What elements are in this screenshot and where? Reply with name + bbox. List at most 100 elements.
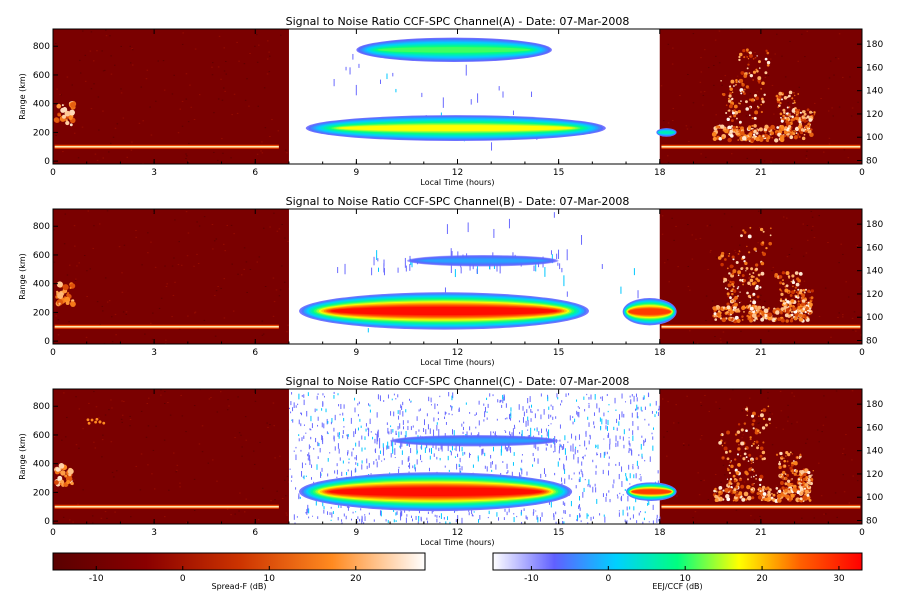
scatter-streak: [408, 465, 410, 468]
scatter-streak: [484, 465, 486, 469]
scatter-streak: [540, 393, 542, 397]
noise-speck: [63, 243, 66, 245]
spread-f-plume: [748, 485, 751, 488]
spread-f-plume: [785, 455, 787, 457]
x-tick-label: 0: [50, 168, 56, 178]
noise-speck: [740, 300, 742, 302]
spread-f-echo: [771, 136, 774, 139]
noise-speck: [135, 236, 137, 238]
scatter-streak: [644, 441, 646, 443]
spread-f-plume: [801, 302, 805, 307]
scatter-streak: [293, 402, 295, 409]
noise-speck: [185, 211, 188, 213]
scatter-streak: [552, 405, 554, 411]
scatter-streak: [506, 446, 508, 452]
noise-speck: [758, 422, 760, 424]
scatter-streak: [615, 435, 617, 442]
noise-speck: [278, 295, 281, 297]
spread-f-plume: [768, 417, 772, 421]
spread-f-plume: [787, 114, 790, 117]
spread-f-plume: [775, 94, 779, 98]
noise-speck: [185, 158, 187, 160]
spread-f-plume: [792, 285, 794, 288]
noise-speck: [248, 105, 250, 107]
spread-f-plume: [780, 116, 782, 119]
scatter-streak: [337, 432, 339, 437]
scatter-streak: [608, 404, 610, 406]
scatter-streak: [340, 504, 342, 509]
noise-speck: [82, 489, 84, 491]
spread-f-plume: [735, 83, 737, 86]
spread-f-plume: [752, 303, 755, 306]
noise-speck: [756, 91, 759, 93]
scatter-streak: [488, 510, 490, 515]
scatter-streak: [411, 260, 413, 268]
spread-f-plume: [801, 296, 805, 300]
spread-f-plume: [760, 88, 762, 90]
noise-speck: [90, 108, 93, 110]
spread-f-plume: [743, 279, 747, 282]
spread-f-plume: [735, 80, 738, 84]
spread-f-plume: [744, 100, 748, 104]
echo-blob: [299, 472, 573, 512]
scatter-streak: [496, 512, 498, 517]
noise-speck: [739, 82, 741, 84]
noise-speck: [194, 311, 197, 313]
scatter-streak: [501, 443, 503, 453]
scatter-streak: [305, 511, 307, 514]
scatter-streak: [625, 401, 627, 403]
scatter-streak: [469, 411, 471, 414]
scatter-streak: [444, 287, 446, 294]
spread-f-echo: [714, 494, 718, 499]
spread-f-plume: [720, 79, 722, 82]
noise-speck: [211, 74, 214, 76]
scatter-streak: [514, 426, 516, 429]
scatter-streak: [336, 476, 338, 479]
spread-f-plume: [752, 100, 754, 103]
spread-f-plume: [805, 306, 810, 311]
scatter-streak: [516, 515, 518, 518]
noise-speck: [93, 391, 95, 393]
spread-f-plume: [791, 280, 796, 285]
noise-speck: [245, 261, 248, 263]
scatter-streak: [386, 422, 388, 425]
scatter-streak: [405, 409, 407, 413]
scatter-streak: [600, 453, 602, 458]
scatter-streak: [578, 411, 580, 418]
noise-speck: [105, 35, 108, 37]
noise-speck: [723, 213, 726, 215]
x-tick-label: 21: [755, 528, 766, 538]
spread-f-plume: [744, 261, 748, 266]
noise-speck: [269, 136, 271, 138]
spread-f-plume: [777, 95, 782, 100]
spread-f-plume: [732, 474, 736, 478]
spread-f-plume: [726, 305, 731, 310]
echo-blob: [305, 115, 606, 142]
spread-f-plume: [791, 108, 796, 113]
scatter-streak: [637, 426, 639, 431]
noise-speck: [741, 437, 743, 439]
spread-f-plume: [724, 287, 727, 290]
spread-f-plume: [751, 129, 755, 132]
scatter-streak: [361, 435, 363, 440]
spread-f-plume: [738, 58, 741, 62]
scatter-streak: [333, 394, 335, 399]
scatter-streak: [491, 469, 493, 472]
scatter-streak: [343, 426, 345, 428]
scatter-streak: [317, 416, 319, 421]
scatter-streak: [382, 447, 384, 456]
spread-f-plume: [737, 295, 739, 297]
scatter-streak: [599, 513, 601, 516]
noise-speck: [66, 416, 68, 418]
noise-speck: [714, 474, 717, 476]
scatter-streak: [513, 452, 515, 456]
spread-f-plume: [788, 106, 791, 109]
noise-speck: [753, 57, 756, 59]
scatter-streak: [509, 413, 511, 417]
spread-f-echo: [55, 467, 61, 472]
scatter-streak: [437, 411, 439, 415]
noise-speck: [126, 156, 129, 158]
spread-f-plume: [741, 90, 743, 93]
noise-speck: [131, 49, 134, 51]
scatter-streak: [559, 439, 561, 442]
